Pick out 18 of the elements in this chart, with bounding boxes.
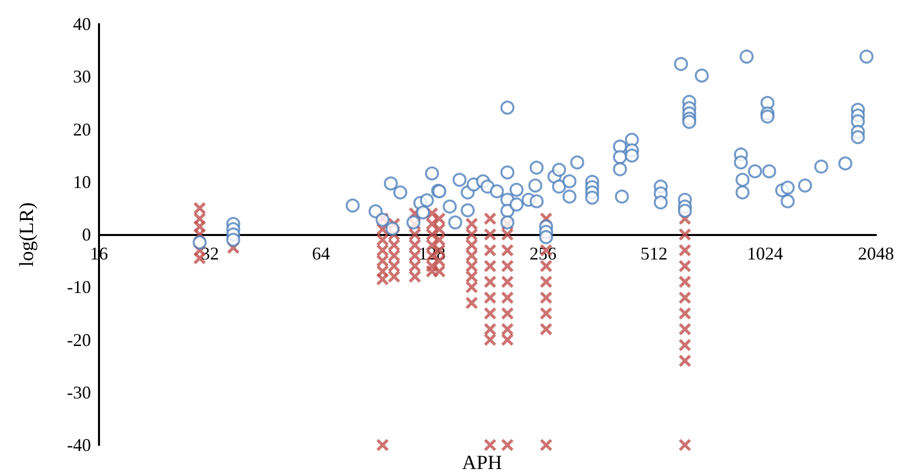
y-tick-label: 40 <box>73 14 91 34</box>
x-axis-title: APH <box>462 452 502 473</box>
x-tick-label: 32 <box>201 244 219 264</box>
x-tick-label: 512 <box>640 244 668 264</box>
y-axis-title: log(LR) <box>16 202 38 267</box>
x-tick-label: 64 <box>312 244 330 264</box>
y-tick-label: 0 <box>82 224 91 244</box>
y-tick-label: -40 <box>67 435 91 455</box>
y-tick-label: -20 <box>67 330 91 350</box>
x-tick-label: 2048 <box>858 244 894 264</box>
y-tick-label: -10 <box>67 277 91 298</box>
x-tick-label: 128 <box>418 244 446 264</box>
x-tick-label: 256 <box>530 244 556 264</box>
x-tick-label: 1024 <box>747 244 783 264</box>
y-tick-label: 20 <box>73 119 91 140</box>
y-tick-label: 10 <box>73 172 91 192</box>
y-tick-label: 30 <box>73 66 91 87</box>
y-tick-label: -30 <box>67 382 91 402</box>
